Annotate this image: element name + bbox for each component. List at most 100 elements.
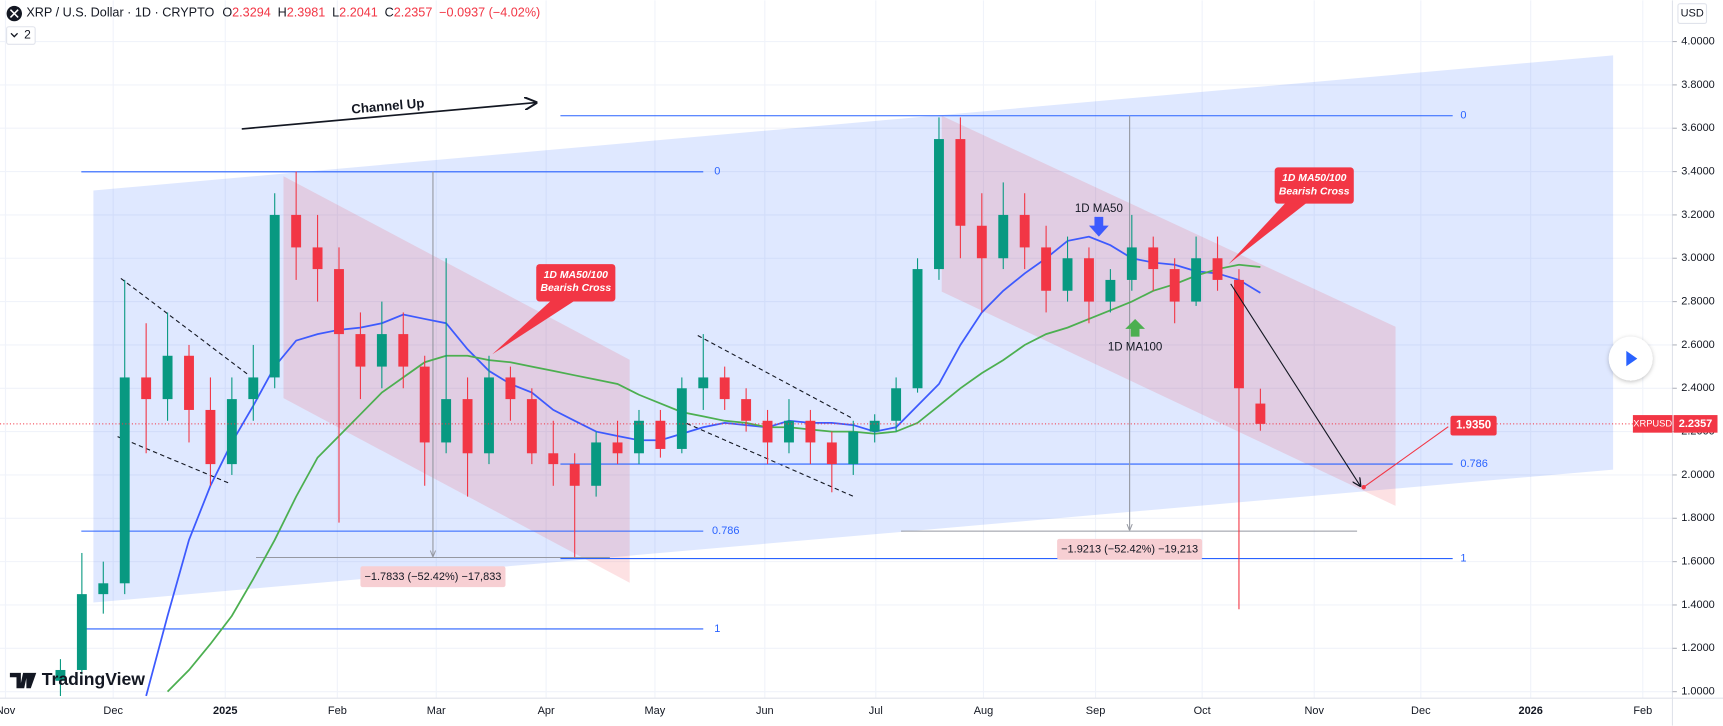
candle-body — [1105, 279, 1116, 302]
candle-body — [1062, 258, 1073, 291]
channel-arrow — [241, 103, 536, 130]
candle-body — [676, 388, 687, 449]
candle-body — [269, 214, 280, 378]
candle-body — [698, 377, 709, 389]
dashed-channels — [117, 277, 856, 498]
candle-body — [205, 409, 216, 465]
h-label: H — [278, 6, 287, 20]
o-value: 2.3294 — [232, 6, 271, 20]
candle-body — [98, 583, 109, 595]
x-tick-label: Apr — [538, 705, 555, 717]
candle-body — [76, 594, 87, 670]
candle-body — [548, 453, 559, 465]
x-tick-label: Dec — [103, 705, 123, 717]
y-tick-label: 3.4000 — [1681, 165, 1715, 177]
c-value: 2.2357 — [394, 6, 433, 20]
indicator-toggle[interactable] — [6, 26, 36, 45]
x-tick-label: Oct — [1194, 705, 1211, 717]
header: XRP / U.S. Dollar · 1D · CRYPTO O2.3294 … — [6, 5, 540, 45]
play-icon — [1626, 350, 1638, 367]
candle-body — [805, 420, 816, 443]
candle-body — [248, 377, 259, 400]
candle-body — [1148, 247, 1159, 270]
candle-body — [462, 399, 473, 454]
candle-body — [612, 442, 623, 454]
y-tick-label: 1.8000 — [1681, 512, 1715, 524]
candle-body — [634, 420, 644, 454]
candle-body — [184, 355, 194, 410]
candle-body — [1255, 403, 1266, 424]
fib-lines — [81, 115, 1453, 630]
target-box — [1450, 415, 1497, 436]
symbol-tag — [1632, 415, 1673, 433]
channel-down — [941, 115, 1396, 506]
currency-box[interactable] — [1677, 3, 1708, 25]
y-tick-label: 3.0000 — [1681, 252, 1715, 264]
x-tick-label: 2025 — [213, 705, 237, 717]
candle-body — [484, 377, 494, 454]
x-tick-label: Aug — [974, 705, 994, 717]
candle-body — [1191, 258, 1202, 302]
ma-line — [145, 235, 1261, 697]
ma50-arrow — [1088, 216, 1109, 237]
x-tick-label: Nov — [1304, 705, 1324, 717]
candle-body — [655, 420, 666, 449]
h-value: 2.3981 — [287, 6, 326, 20]
measure-label: −1.9213 (−52.42%) −19,213 — [1061, 544, 1198, 556]
y-tick-label: 1.0000 — [1681, 686, 1715, 698]
candle-body — [891, 388, 902, 421]
logo: TradingView — [9, 669, 145, 689]
candle-body — [119, 377, 130, 584]
currency: USD — [1681, 7, 1704, 19]
header-line: XRP / U.S. Dollar · 1D · CRYPTO O2.3294 … — [26, 6, 540, 20]
candle-body — [1169, 269, 1180, 302]
y-tick-label: 1.6000 — [1681, 556, 1715, 568]
fib-label: 1 — [1460, 553, 1466, 565]
y-tick-label: 2.4000 — [1681, 382, 1715, 394]
candle-body — [848, 431, 859, 465]
candle-body — [1084, 258, 1094, 302]
candle-body — [719, 377, 730, 400]
x-tick-label: Jul — [869, 705, 883, 717]
candle-body — [1041, 247, 1052, 291]
l-label: L — [332, 6, 339, 20]
candle-body — [526, 399, 537, 454]
callout-box — [536, 264, 616, 302]
candle-body — [505, 377, 516, 400]
candle-body — [441, 399, 452, 443]
callout-pointer — [1228, 200, 1310, 265]
y-tick-label: 2.6000 — [1681, 339, 1715, 351]
y-tick-label: 1.4000 — [1681, 599, 1715, 611]
target-label: 1.9350 — [1456, 420, 1491, 432]
fib-label: 0 — [1460, 110, 1466, 122]
measure-box — [360, 566, 506, 588]
candle-body — [998, 214, 1009, 259]
candle-body — [784, 420, 794, 443]
fib-label: 0 — [714, 166, 720, 178]
candle-body — [141, 377, 152, 400]
channel-down — [283, 176, 630, 583]
candle-body — [934, 139, 944, 270]
callout-box — [1274, 167, 1354, 204]
price-tag — [1673, 415, 1718, 433]
overlay: Channel Up 1D MA50/100 Bearish Cross 1D … — [9, 95, 1653, 689]
symbol-icon-mark — [9, 9, 19, 18]
candle-body — [291, 214, 302, 248]
candle-body — [869, 420, 880, 432]
candle-body — [55, 669, 66, 681]
y-tick-label: 2.0000 — [1681, 469, 1715, 481]
measure-lines — [256, 115, 1358, 559]
fib-label: 0.786 — [712, 525, 739, 537]
y-tick-label: 4.0000 — [1681, 35, 1715, 47]
y-tick-label: 3.6000 — [1681, 122, 1715, 134]
candle-body — [1019, 214, 1030, 248]
x-tick-label: Sep — [1086, 705, 1106, 717]
candle-body — [312, 247, 323, 270]
o-label: O — [222, 6, 232, 20]
change: −0.0937 (−4.02%) — [439, 6, 540, 20]
x-tick-label: May — [645, 705, 666, 717]
candle-body — [976, 225, 987, 259]
indicator-count: 2 — [24, 28, 31, 42]
